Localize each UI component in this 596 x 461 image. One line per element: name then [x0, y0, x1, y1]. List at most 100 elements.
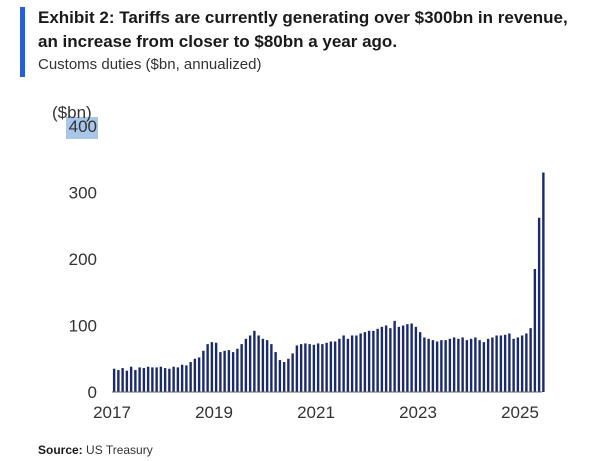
bar [410, 323, 413, 392]
bar [236, 348, 239, 392]
bar [168, 368, 171, 392]
bar [176, 367, 180, 392]
bar [435, 341, 439, 392]
bar [193, 358, 197, 392]
x-tick-label: 2023 [399, 403, 437, 422]
bar [299, 344, 303, 392]
bar [372, 330, 375, 392]
bar [444, 340, 447, 392]
bar [359, 333, 362, 392]
bar [461, 337, 464, 392]
bar [474, 337, 477, 392]
x-tick-label: 2025 [501, 403, 539, 422]
y-axis-unit-label: ($bn) [52, 103, 92, 122]
bar [367, 330, 371, 392]
bar [240, 344, 243, 392]
bar [125, 370, 129, 392]
bar [499, 335, 503, 392]
bar [406, 324, 409, 392]
bar [325, 342, 328, 392]
y-tick-label: 100 [69, 317, 97, 336]
bar [312, 344, 316, 392]
bar [380, 326, 384, 392]
bar [121, 368, 124, 392]
x-tick-label: 2019 [195, 403, 233, 422]
bar [363, 332, 367, 392]
bar [384, 325, 388, 392]
bar [401, 325, 405, 392]
x-tick-label: 2017 [93, 403, 131, 422]
chart-subtitle: Customs duties ($bn, annualized) [38, 56, 262, 73]
bar [163, 368, 167, 392]
bar [338, 338, 341, 392]
bar [282, 362, 286, 392]
bar [486, 338, 490, 392]
bar [291, 353, 294, 392]
bar [457, 338, 460, 392]
bar [342, 335, 345, 392]
bar [329, 341, 333, 392]
y-axis-unit-highlight [66, 117, 98, 139]
bar-series [112, 172, 545, 393]
bar [465, 340, 469, 392]
bar [295, 345, 299, 392]
bar [520, 335, 524, 392]
bar [202, 350, 205, 392]
bar [287, 358, 290, 392]
bar [278, 360, 282, 392]
bar [448, 338, 452, 392]
bar [227, 350, 231, 392]
bar [248, 335, 252, 392]
source-text: US Treasury [86, 443, 153, 457]
y-tick-label: 400 [69, 117, 97, 136]
bar [134, 370, 137, 392]
bar [231, 352, 235, 392]
title-accent-bar [20, 7, 25, 77]
y-tick-label: 300 [69, 184, 97, 203]
bar [427, 338, 430, 392]
bar [189, 362, 192, 392]
bar [321, 344, 324, 392]
bar [180, 364, 184, 392]
bar [197, 357, 201, 392]
bar [261, 338, 265, 392]
bar [393, 320, 396, 392]
bar [214, 342, 218, 392]
bar [142, 368, 146, 392]
bar [469, 338, 473, 392]
bar [503, 334, 507, 392]
bar [172, 366, 175, 392]
y-tick-label: 0 [88, 383, 97, 402]
bar [478, 340, 481, 392]
y-tick-label: 200 [69, 250, 97, 269]
bar [516, 337, 520, 392]
bar [529, 328, 532, 392]
bar [265, 340, 269, 392]
bar [223, 350, 226, 392]
bar [418, 332, 422, 392]
source-label: Source: [38, 443, 83, 457]
bar [117, 370, 120, 392]
bar [151, 367, 154, 392]
bar [423, 337, 426, 392]
bar [304, 343, 307, 392]
bar [210, 342, 214, 393]
bar [206, 344, 209, 392]
bar [274, 352, 277, 392]
bar [253, 330, 256, 392]
bar [397, 326, 401, 392]
bar [112, 368, 116, 392]
bar [508, 333, 511, 392]
bar [414, 326, 418, 392]
bar [333, 341, 337, 392]
bar [129, 366, 133, 392]
bar [495, 335, 498, 392]
bar [533, 268, 537, 392]
bar [525, 333, 528, 392]
y-axis-ticks: 0 100 200 300 400 [69, 117, 97, 402]
bar [452, 337, 456, 392]
bar [155, 367, 158, 392]
bar [482, 342, 486, 393]
bar [537, 217, 541, 392]
